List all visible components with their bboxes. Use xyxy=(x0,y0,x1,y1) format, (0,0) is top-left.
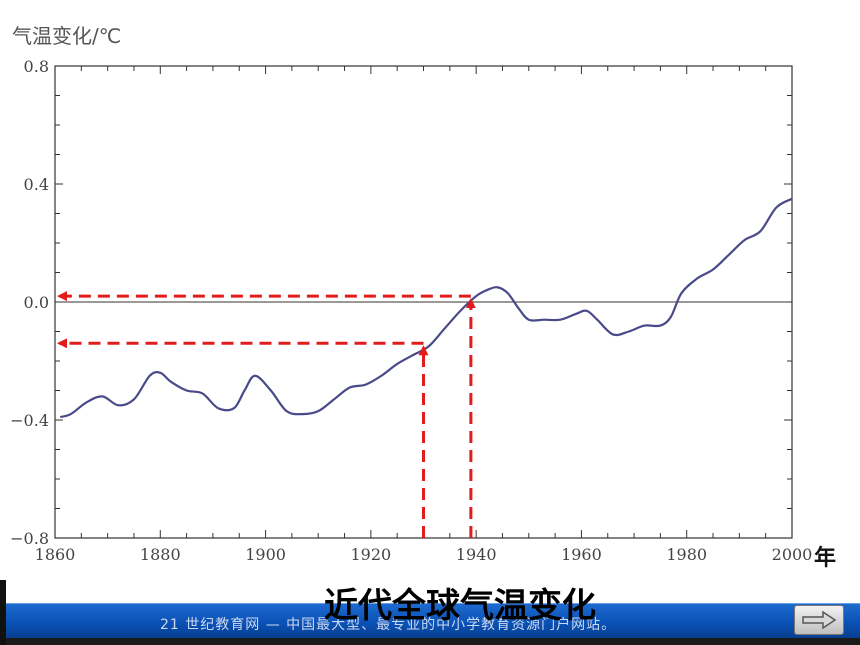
temperature-series-line xyxy=(59,197,793,419)
right-arrow-icon xyxy=(802,610,837,630)
x-tick-label: 1900 xyxy=(245,545,286,564)
x-axis-unit: 年 xyxy=(814,546,837,571)
y-tick-label: 0.8 xyxy=(24,57,49,76)
x-tick-label: 1860 xyxy=(35,545,76,564)
y-tick-label: 0.4 xyxy=(24,175,49,194)
x-tick-label: 2000 xyxy=(772,545,813,564)
y-tick-label: −0.4 xyxy=(10,411,49,430)
y-axis-label: 气温变化/℃ xyxy=(12,24,122,48)
x-tick-label: 1960 xyxy=(561,545,602,564)
chart-caption: 近代全球气温变化 xyxy=(324,586,596,626)
footer-left-bar xyxy=(0,580,6,645)
footer-bottom-strip xyxy=(0,637,860,645)
x-tick-label: 1920 xyxy=(350,545,391,564)
x-tick-label: 1880 xyxy=(140,545,181,564)
footer-bar: 21 世纪教育网 — 中国最大型、最专业的中小学教育资源门户网站。 xyxy=(0,603,860,638)
x-tick-label: 1980 xyxy=(666,545,707,564)
y-tick-label: −0.8 xyxy=(10,529,49,548)
y-tick-label: 0.0 xyxy=(24,293,49,312)
next-slide-button[interactable] xyxy=(794,605,844,635)
footer-text: 21 世纪教育网 — 中国最大型、最专业的中小学教育资源门户网站。 xyxy=(160,617,617,633)
x-tick-label: 1940 xyxy=(456,545,497,564)
